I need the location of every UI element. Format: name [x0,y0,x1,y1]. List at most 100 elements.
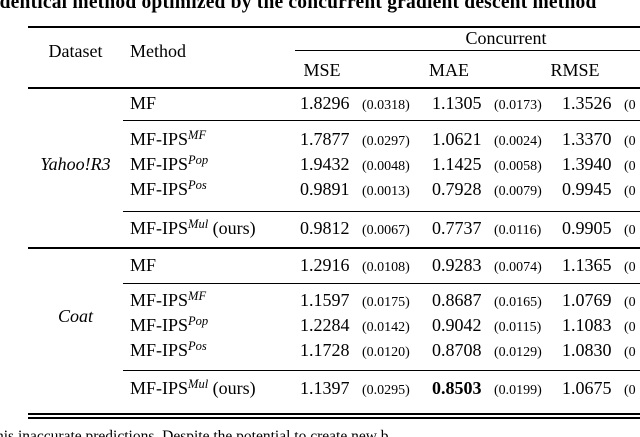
method-superscript: Pop [188,153,209,167]
mae-cell: 1.1425 (0.0058) [432,154,542,174]
mae-cell: 0.9283 (0.0074) [432,255,542,275]
rmse-cell: 1.1365 (0 [562,255,636,275]
dataset-label-yahoo: Yahoo!R3 [40,154,111,174]
rule-yahoo-ours-sep [123,211,640,212]
rule-yahoo-mf-sep [123,120,640,121]
table-row: MF-IPSPop 1.9432 (0.0048) 1.1425 (0.0058) … [0,152,640,177]
method-superscript: Mul [188,377,209,391]
mae-std: (0.0173) [494,98,542,113]
column-group-concurrent: Concurrent [465,28,547,48]
rmse-std: (0 [624,98,636,113]
method-cell: MF-IPSPop [130,153,209,174]
method-cell: MF-IPSMF [130,289,207,310]
rule-concurrent-spanner [295,50,640,51]
table-row: MF-IPSMF 1.1597 (0.0175) 0.8687 (0.0165) 1… [0,288,640,313]
mae-cell: 0.8708 (0.0129) [432,340,542,360]
mse-std: (0.0048) [362,159,410,174]
mse-cell: 1.1597 (0.0175) [300,290,410,310]
method-superscript: Pos [188,178,207,192]
mse-cell: 1.2284 (0.0142) [300,315,410,335]
method-superscript: MF [188,289,207,303]
method-cell: MF-IPSMul (ours) [130,377,256,398]
rule-coat-ours-sep [123,370,640,371]
rmse-cell: 0.9905 (0 [562,218,636,238]
rule-header-bottom [28,87,640,89]
mae-std: (0.0024) [494,134,542,149]
mse-std: (0.0297) [362,134,410,149]
table-row: MF-IPSMF 1.7877 (0.0297) 1.0621 (0.0024) 1… [0,127,640,152]
rmse-std: (0 [624,134,636,149]
table-row: MF-IPSMul (ours) 1.1397 (0.0295) 0.8503 (0… [0,376,640,401]
mse-cell: 0.9891 (0.0013) [300,179,410,199]
mse-std: (0.0120) [362,345,410,360]
mse-std: (0.0013) [362,184,410,199]
mse-std: (0.0175) [362,295,410,310]
mse-cell: 0.9812 (0.0067) [300,218,410,238]
rmse-std: (0 [624,295,636,310]
mae-cell: 0.7737 (0.0116) [432,218,542,238]
mae-std: (0.0116) [494,223,542,238]
method-cell: MF [130,255,157,275]
rmse-cell: 1.0769 (0 [562,290,636,310]
method-cell: MF-IPSMF [130,128,207,149]
mae-cell: 0.7928 (0.0079) [432,179,542,199]
mse-cell: 1.1728 (0.0120) [300,340,410,360]
mae-std: (0.0165) [494,295,542,310]
rmse-std: (0 [624,345,636,360]
rmse-cell: 1.3526 (0 [562,93,636,113]
mse-cell: 1.8296 (0.0318) [300,93,410,113]
table-title-fragment: identical method optimized by the concur… [0,0,597,13]
table-row: MF 1.8296 (0.0318) 1.1305 (0.0173) 1.3526(… [0,91,640,116]
mae-std: (0.0058) [494,159,542,174]
mse-cell: 1.9432 (0.0048) [300,154,410,174]
method-cell: MF-IPSPos [130,339,207,360]
mae-std: (0.0079) [494,184,542,199]
method-cell: MF [130,93,157,113]
best-value: 0.8503 [432,378,482,398]
table-row: MF-IPSPos 1.1728 (0.0120) 0.8708 (0.0129) … [0,338,640,363]
mae-cell: 1.0621 (0.0024) [432,129,542,149]
mae-cell: 1.1305 (0.0173) [432,93,542,113]
method-superscript: Pop [188,314,209,328]
rmse-cell: 0.9945 (0 [562,179,636,199]
mse-cell: 1.2916 (0.0108) [300,255,410,275]
mse-std: (0.0142) [362,320,410,335]
method-superscript: MF [188,128,207,142]
rmse-cell: 1.3940 (0 [562,154,636,174]
mae-std: (0.0115) [494,320,542,335]
dataset-label-coat: Coat [57,306,93,326]
rule-bottom-inner [28,417,640,419]
rmse-std: (0 [624,260,636,275]
rmse-std: (0 [624,223,636,238]
table-row: MF-IPSPop 1.2284 (0.0142) 0.9042 (0.0115) … [0,313,640,338]
method-superscript: Mul [188,217,209,231]
mse-cell: 1.1397 (0.0295) [300,378,410,398]
column-header-mse: MSE [303,60,341,80]
column-header-dataset: Dataset [48,41,103,61]
table-row: MF 1.2916 (0.0108) 0.9283 (0.0074) 1.1365(… [0,253,640,278]
column-header-method: Method [130,41,186,61]
method-cell: MF-IPSMul (ours) [130,217,256,238]
mae-cell: 0.9042 (0.0115) [432,315,542,335]
rmse-std: (0 [624,383,636,398]
rmse-cell: 1.1083 (0 [562,315,636,335]
method-note: (ours) [208,378,256,398]
rule-bottom-outer [28,413,640,415]
mse-std: (0.0295) [362,383,410,398]
column-header-rmse: RMSE [550,60,600,80]
method-cell: MF-IPSPop [130,314,209,335]
table-row: MF-IPSPos 0.9891 (0.0013) 0.7928 (0.0079) … [0,177,640,202]
column-header-mae: MAE [429,60,469,80]
mse-std: (0.0108) [362,260,410,275]
method-superscript: Pos [188,339,207,353]
rmse-cell: 1.0830 (0 [562,340,636,360]
mse-std: (0.0067) [362,223,410,238]
mse-cell: 1.7877 (0.0297) [300,129,410,149]
rmse-cell: 1.3370 (0 [562,129,636,149]
mse-std: (0.0318) [362,98,410,113]
mae-std: (0.0074) [494,260,542,275]
rmse-cell: 1.0675 (0 [562,378,636,398]
rule-dataset-sep [28,247,640,249]
mae-cell: 0.8687 (0.0165) [432,290,542,310]
